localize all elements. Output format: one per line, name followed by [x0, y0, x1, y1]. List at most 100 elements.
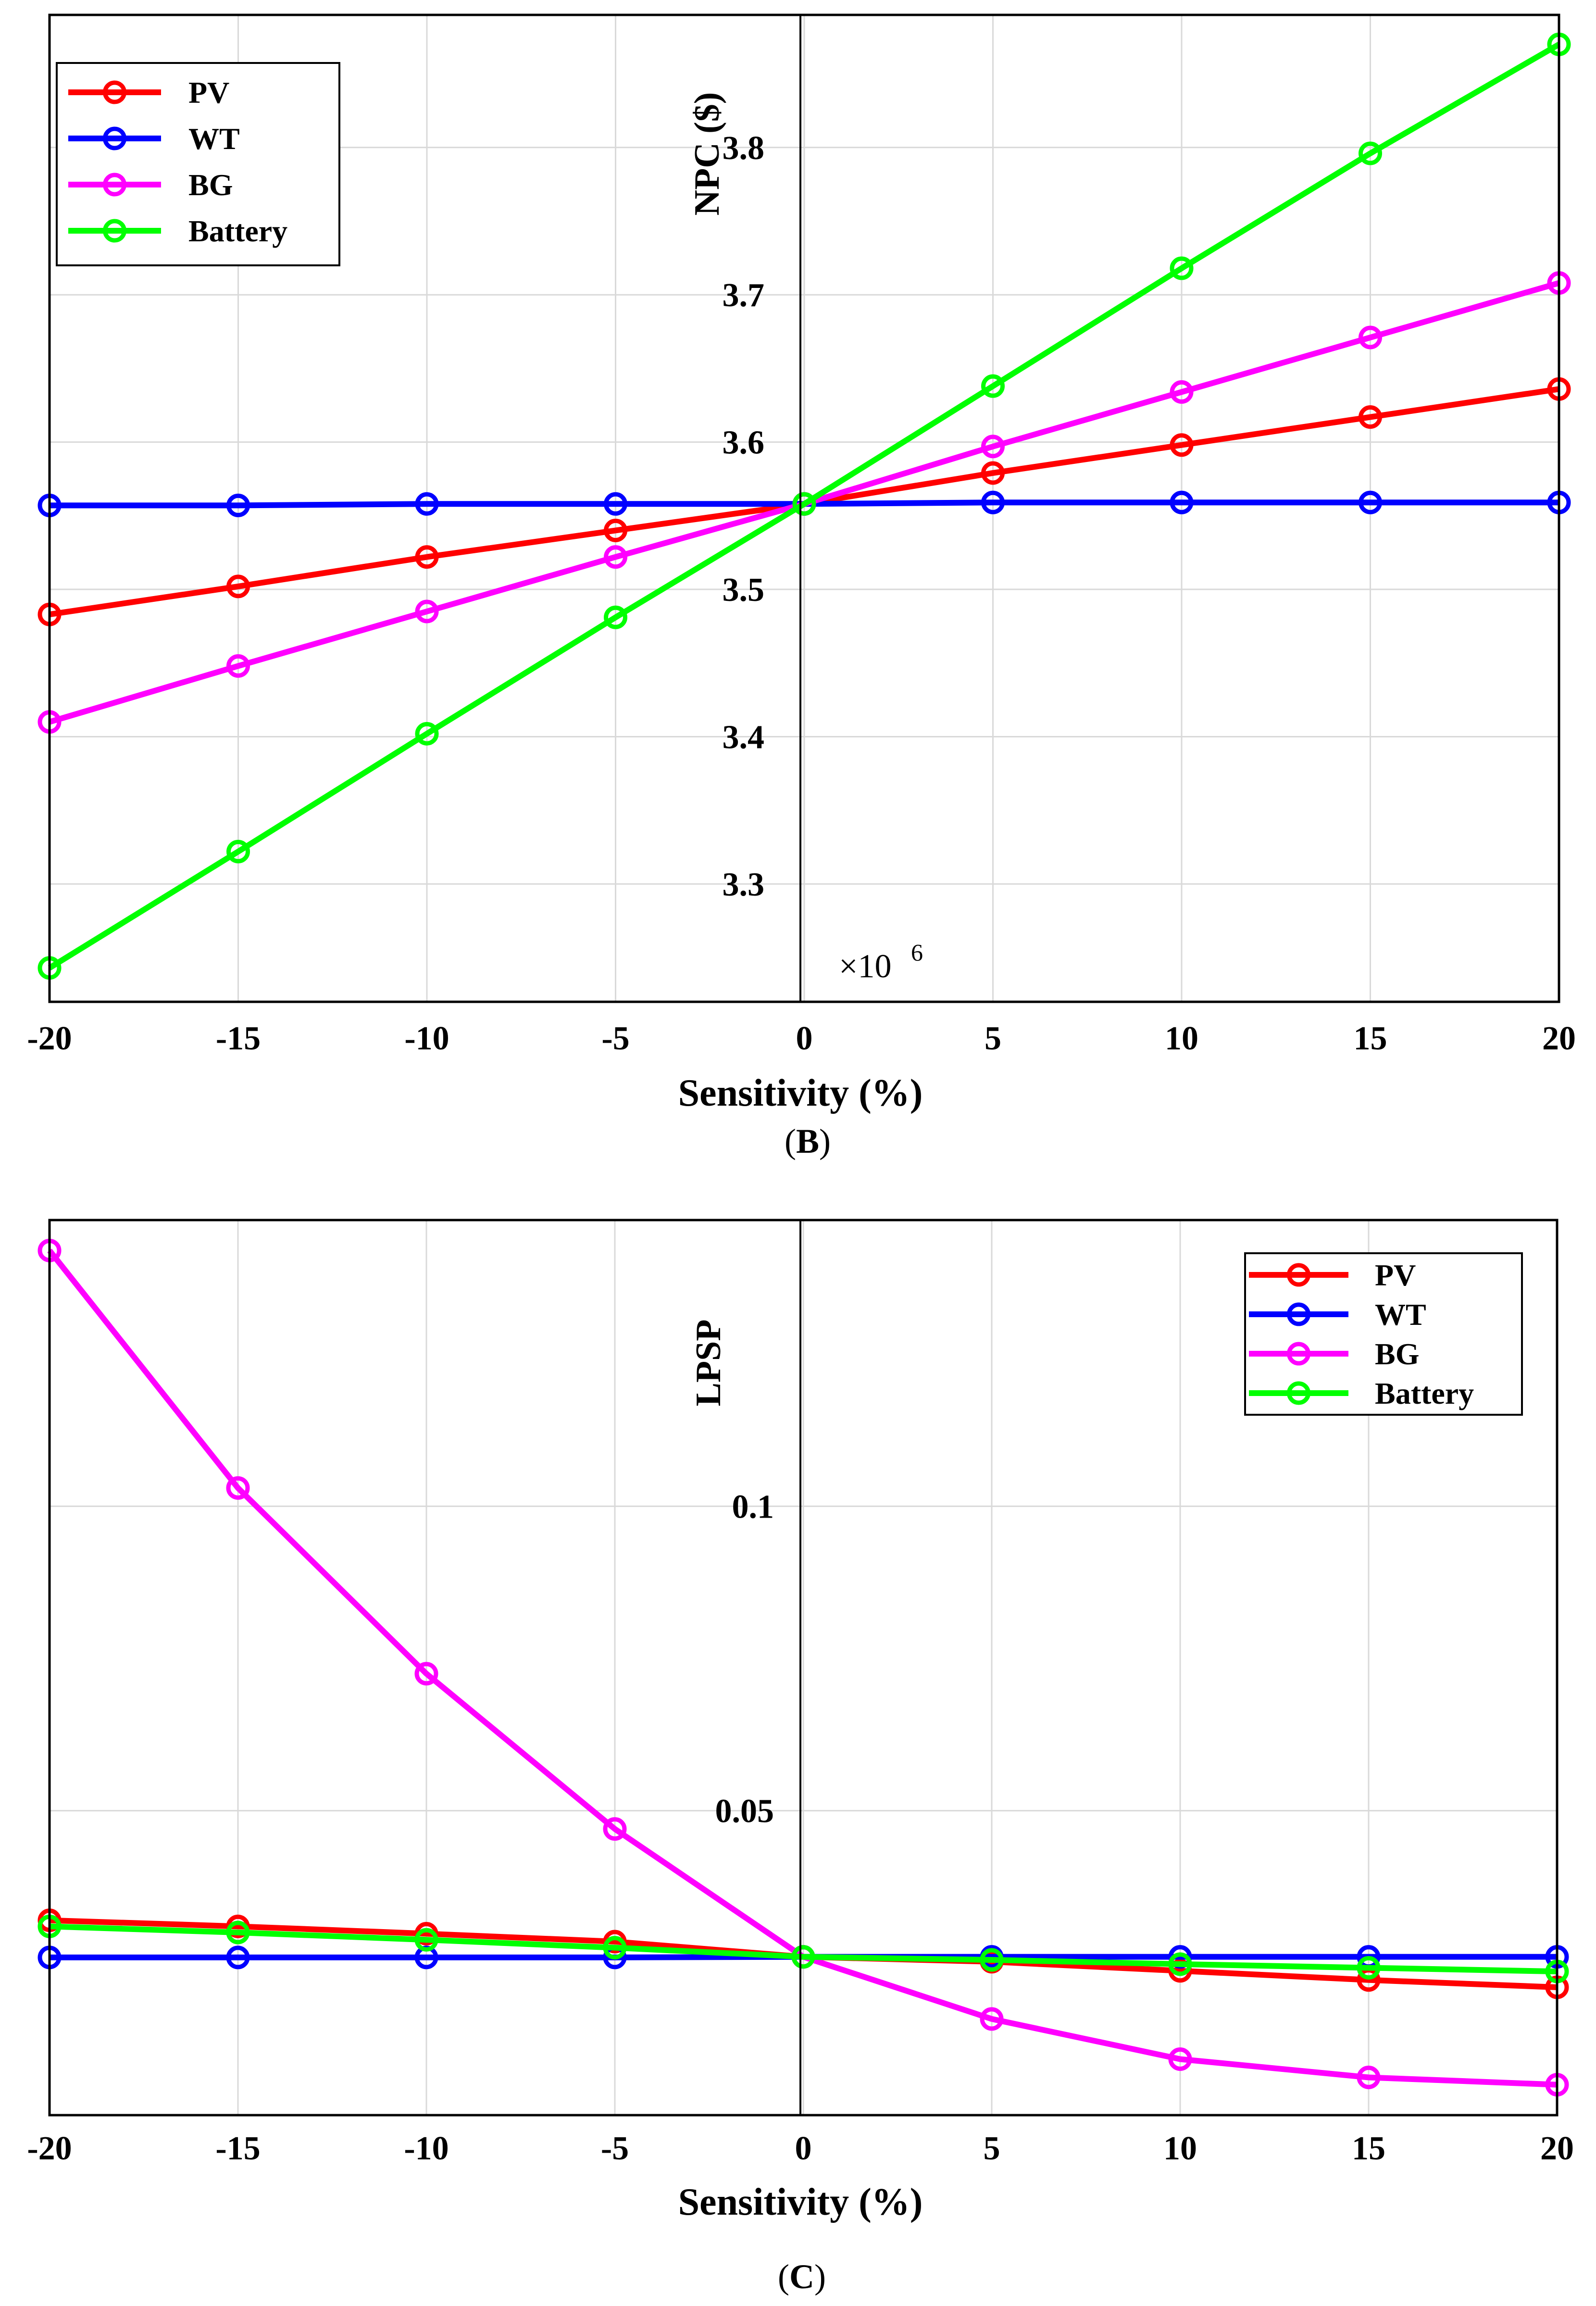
panel-b-series-battery-point	[1359, 141, 1382, 165]
panel-c-xtick-label: 0	[795, 2130, 812, 2167]
panel-b-legend-wt-marker	[103, 126, 126, 150]
panel-b-series	[37, 32, 1571, 980]
panel-b-series-wt-point	[226, 493, 250, 517]
panel-c-legend-battery-label: Battery	[1375, 1376, 1474, 1410]
panel-b-series-bg-point	[981, 435, 1005, 459]
panel-c-legend-bg-label: BG	[1375, 1337, 1419, 1371]
panel-c-series-battery-point	[226, 1920, 250, 1945]
panel-c-caption-label: C	[789, 2257, 814, 2296]
panel-c-series-bg-point	[980, 2007, 1004, 2031]
panel-c-xtick-label: -20	[27, 2130, 72, 2167]
panel-c-legend-wt-marker	[1287, 1302, 1310, 1326]
panel-b-xtick-label: 5	[985, 1020, 1001, 1057]
panel-b-series-battery-point	[792, 492, 816, 516]
panel-b-caption: (B)	[785, 1122, 831, 1160]
panel-b-series-battery-point	[415, 722, 439, 746]
panel-b-chart: -20 -15 -10 -5 0 5 10 15 20 3.3 3.4 3.5 3.6 3.7 3.8 NP…	[27, 13, 1576, 1160]
panel-b-legend-pv-label: PV	[188, 75, 229, 110]
panel-b-series-bg-point	[604, 545, 627, 569]
panel-b-xtick-label: -15	[216, 1020, 261, 1057]
panel-b-legend-battery-marker	[103, 219, 126, 243]
panel-c-caption: (C)	[778, 2257, 826, 2296]
panel-b-xtick-label: 20	[1542, 1020, 1576, 1057]
panel-c-xtick-label: 10	[1163, 2130, 1197, 2167]
panel-b-series-pv-point	[226, 574, 250, 598]
panel-b-xtick-label: 10	[1165, 1020, 1198, 1057]
panel-b-exponent-base: ×10	[839, 948, 891, 985]
panel-b-series-pv-point	[981, 461, 1005, 485]
panel-b-xtick-label: 15	[1354, 1020, 1387, 1057]
panel-b-caption-label: B	[796, 1122, 819, 1160]
panel-c-series-bg-point	[226, 1476, 250, 1500]
panel-b-series-battery-point	[226, 839, 250, 863]
panel-c-series-bg-point	[1168, 2047, 1192, 2071]
panel-b-ytick-label: 3.3	[723, 866, 765, 903]
panel-b-ylabel: NPC ($)	[687, 92, 727, 216]
panel-c-series-battery-line	[49, 1923, 1558, 1975]
panel-c-legend-pv-label: PV	[1375, 1258, 1416, 1292]
panel-c-ytick-label: 0.05	[715, 1793, 774, 1830]
panel-c-xtick-label: -5	[601, 2130, 629, 2167]
panel-b-series-pv-point	[415, 545, 439, 569]
panel-c-xtick-label: 5	[984, 2130, 1000, 2167]
panel-c-chart: -20 -15 -10 -5 0 5 10 15 20 0.05 0.1 LPSP Sensitiv…	[27, 1219, 1574, 2296]
panel-b-series-wt-point	[1359, 490, 1382, 514]
panel-c-series-wt-point	[226, 1945, 250, 1969]
panel-b-series-wt-point	[604, 492, 627, 516]
panel-b-ytick-label: 3.4	[723, 719, 765, 756]
panel-c-xtick-label: -15	[215, 2130, 260, 2167]
panel-c-legend-battery-marker	[1287, 1381, 1310, 1405]
panel-c-series-battery-point	[1168, 1952, 1192, 1976]
panel-c-series-bg-point	[603, 1817, 627, 1841]
panel-b-ticks: -20 -15 -10 -5 0 5 10 15 20 3.3 3.4 3.5 3.6 3.7 3.8	[27, 130, 1576, 1057]
panel-b-series-pv-point	[1359, 405, 1382, 429]
panel-b-legend-pv-marker	[103, 80, 126, 104]
panel-b-grid	[50, 15, 1559, 1002]
panel-b-series-battery-point	[604, 605, 627, 629]
panel-c-series-battery-point	[603, 1936, 627, 1960]
panel-b-xtick-label: -10	[404, 1020, 449, 1057]
panel-b-legend-wt-label: WT	[188, 122, 240, 156]
panel-c-legend: PV WT BG Battery	[1244, 1252, 1523, 1416]
panel-b-series-pv-point	[604, 518, 627, 542]
panel-b-series-wt-point	[1170, 490, 1194, 514]
panel-c-series-battery-point	[980, 1948, 1004, 1972]
panel-b-ytick-label: 3.7	[723, 277, 765, 314]
panel-b-series-bg-point	[1170, 380, 1194, 404]
panel-b-xlabel: Sensitivity (%)	[678, 1072, 923, 1114]
panel-c-xtick-label: -10	[404, 2130, 449, 2167]
panel-b-ytick-label: 3.5	[723, 572, 765, 609]
panel-b-series-bg-point	[415, 599, 439, 623]
panel-c-xtick-label: 15	[1352, 2130, 1385, 2167]
panel-c-ylabel: LPSP	[689, 1320, 728, 1407]
panel-b-xtick-label: -5	[601, 1020, 629, 1057]
panel-b-series-bg-point	[226, 654, 250, 678]
panel-b-series-battery-line	[48, 42, 1561, 971]
panel-b-series-wt-point	[415, 492, 439, 516]
panel-c-series-battery-point	[1357, 1956, 1381, 1980]
panel-b-ytick-label: 3.6	[723, 424, 765, 461]
panel-b-legend-bg-marker	[103, 173, 126, 197]
panel-b-series-pv-point	[1170, 433, 1194, 457]
panel-b-legend-bg-label: BG	[188, 168, 233, 202]
panel-b-ytick-label: 3.8	[723, 130, 765, 167]
panel-c-legend-pv-marker	[1287, 1263, 1310, 1287]
panel-c-xlabel: Sensitivity (%)	[678, 2181, 923, 2223]
panel-c-series-battery-point	[791, 1945, 815, 1969]
panel-c-legend-wt-label: WT	[1375, 1297, 1426, 1332]
panel-c-series-bg-point	[1357, 2065, 1381, 2089]
panel-b-series-wt-point	[981, 490, 1005, 514]
panel-b-series-bg-point	[1359, 325, 1382, 349]
panel-c-ticks: -20 -15 -10 -5 0 5 10 15 20 0.05 0.1	[27, 1488, 1574, 2167]
panel-b-legend: PV WT BG Battery	[56, 62, 340, 266]
panel-c-xtick-label: 20	[1540, 2130, 1574, 2167]
panel-b-series-battery-point	[981, 374, 1005, 398]
panel-c-series-bg-point	[414, 1662, 438, 1686]
panel-b-xtick-label: 0	[796, 1020, 813, 1057]
panel-b-exponent-power: 6	[911, 939, 923, 966]
panel-c-legend-bg-marker	[1287, 1342, 1310, 1366]
panel-c-series-battery-point	[414, 1928, 438, 1952]
panel-b-legend-battery-label: Battery	[188, 214, 287, 248]
panel-b-xtick-label: -20	[27, 1020, 72, 1057]
